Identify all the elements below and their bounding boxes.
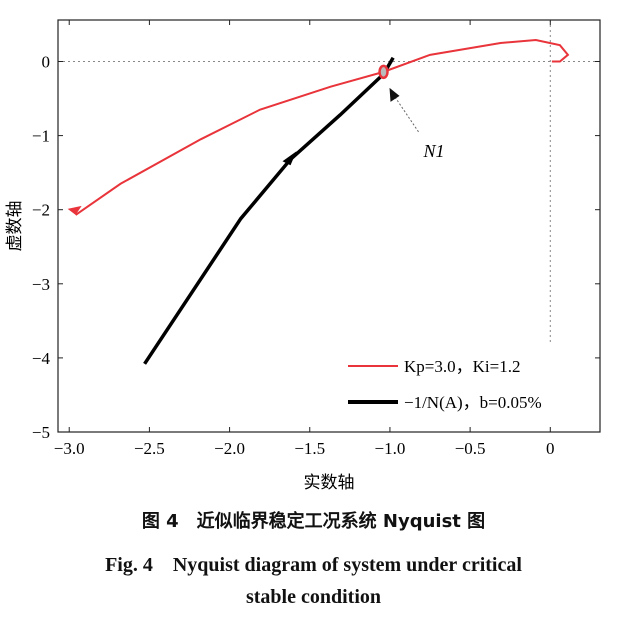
x-tick-label: −1.5 xyxy=(294,439,325,458)
y-tick-label: −4 xyxy=(32,349,51,368)
y-tick-label: −3 xyxy=(32,275,50,294)
annotation-label: N1 xyxy=(423,141,445,161)
caption-en-1: Fig. 4 Nyquist diagram of system under c… xyxy=(105,554,522,576)
x-tick-label: −2.0 xyxy=(214,439,245,458)
caption-cn: 图 4 近似临界稳定工况系统 Nyquist 图 xyxy=(141,511,486,532)
y-tick-label: 0 xyxy=(42,52,51,71)
x-tick-label: −2.5 xyxy=(134,439,165,458)
annotation-arrowhead xyxy=(389,87,400,102)
y-axis-label: 虚数轴 xyxy=(5,201,25,252)
x-tick-label: −0.5 xyxy=(455,439,486,458)
y-tick-label: −2 xyxy=(32,201,50,220)
y-tick-label: −5 xyxy=(32,423,50,442)
x-tick-label: −3.0 xyxy=(54,439,85,458)
legend-label-describing-function: −1/N(A)，b=0.05% xyxy=(404,393,542,412)
red-arrowhead xyxy=(67,205,82,215)
nyquist-chart: −3.0 −2.5 −2.0 −1.5 −1.0 −0.5 0 0 −1 −2 −3 −4 −5 实数轴 虚… xyxy=(5,19,601,493)
x-axis-label: 实数轴 xyxy=(304,473,355,493)
series-line-nyquist xyxy=(75,38,570,216)
x-tick-label: 0 xyxy=(546,439,555,458)
annotation-leader xyxy=(391,91,419,133)
x-tick-label: −1.0 xyxy=(375,439,406,458)
y-tick-label: −1 xyxy=(32,127,50,146)
legend-label-nyquist: Kp=3.0，Ki=1.2 xyxy=(404,357,520,376)
caption-en-2: stable condition xyxy=(245,586,382,608)
intersection-marker xyxy=(378,64,389,80)
plot-frame xyxy=(57,19,601,433)
black-arrowhead xyxy=(282,151,297,166)
series-line-describing-function xyxy=(143,56,395,365)
